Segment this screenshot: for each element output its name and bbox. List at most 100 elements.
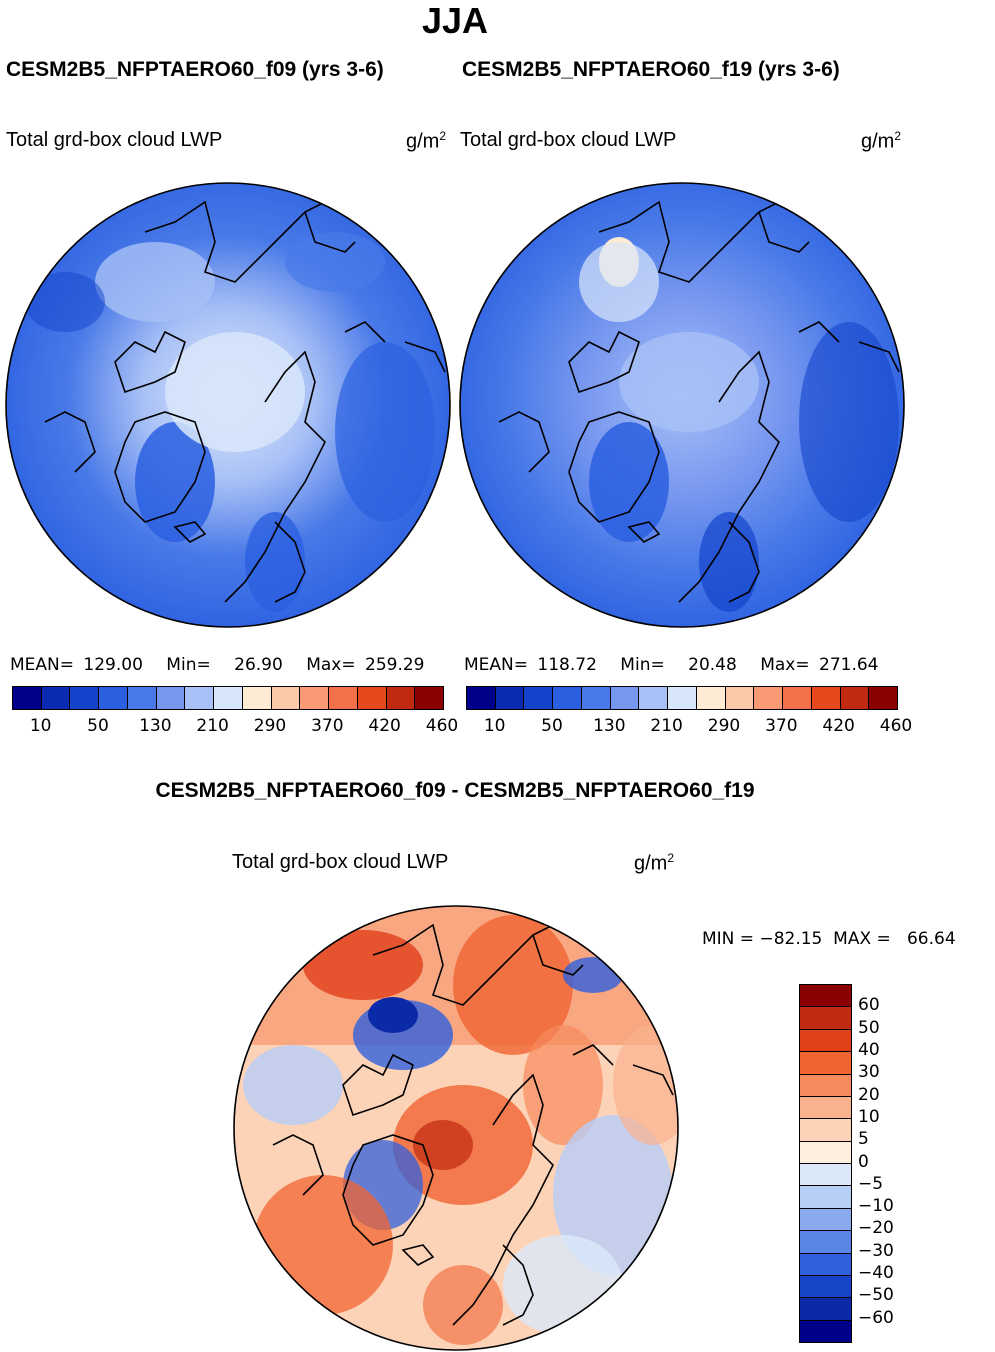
colorbar-diff-swatch: [800, 1141, 851, 1164]
panel-a-max-label: Max=: [306, 655, 356, 675]
diff-units-text: g/m: [634, 852, 668, 875]
colorbar-b-swatch: [754, 687, 784, 709]
colorbar-diff-tick-label: 20: [858, 1084, 880, 1105]
colorbar-diff-tick-label: 5: [858, 1129, 869, 1150]
panel-a-units: g/m2: [406, 129, 446, 154]
colorbar-a-swatch: [70, 687, 100, 709]
panel-b-units: g/m2: [861, 129, 901, 154]
colorbar-a-tick-label: 10: [29, 716, 52, 736]
colorbar-diff-swatch: [800, 1320, 851, 1342]
colorbar-a-swatch: [156, 687, 186, 709]
panel-a-units-text: g/m: [406, 130, 440, 153]
colorbar-a-tick-label: 290: [253, 716, 287, 736]
colorbar-b-swatch: [696, 687, 726, 709]
panel-b-mean-label: MEAN=: [464, 655, 528, 675]
map-a: [5, 182, 451, 628]
colorbar-a-swatch: [357, 687, 387, 709]
colorbar-a: [12, 686, 444, 710]
panel-b-units-sup: 2: [894, 129, 902, 143]
colorbar-b-swatch: [524, 687, 554, 709]
panel-b-min: 20.48: [688, 655, 737, 675]
colorbar-diff-tick-label: 0: [858, 1151, 869, 1172]
colorbar-diff-tick-label: 40: [858, 1039, 880, 1060]
colorbar-diff-swatch: [800, 1119, 851, 1142]
colorbar-diff-tick-label: −10: [858, 1196, 894, 1217]
colorbar-diff-tick-label: −50: [858, 1285, 894, 1306]
diff-units-sup: 2: [667, 851, 675, 865]
colorbar-b-swatch: [467, 687, 496, 709]
colorbar-diff-swatch: [800, 1231, 851, 1254]
colorbar-b-swatch: [869, 687, 898, 709]
colorbar-diff-tick-label: 10: [858, 1106, 880, 1127]
panel-a-stats: MEAN= 129.00 Min= 26.90 Max= 259.29: [10, 655, 424, 675]
panel-a-min: 26.90: [234, 655, 283, 675]
colorbar-diff-swatch: [800, 1029, 851, 1053]
colorbar-b-swatch: [811, 687, 841, 709]
diff-variable: Total grd-box cloud LWP: [232, 851, 449, 873]
case-b-title: CESM2B5_NFPTAERO60_f19 (yrs 3-6): [462, 58, 840, 81]
colorbar-diff-swatch: [800, 1052, 851, 1075]
colorbar-b-swatch: [610, 687, 640, 709]
colorbar-a-swatch: [99, 687, 128, 709]
colorbar-diff-tick-label: −5: [858, 1173, 884, 1194]
colorbar-a-swatch: [214, 687, 243, 709]
colorbar-diff-swatch: [800, 985, 851, 1008]
diff-title: CESM2B5_NFPTAERO60_f09 - CESM2B5_NFPTAER…: [155, 779, 755, 802]
colorbar-b-swatch: [639, 687, 669, 709]
colorbar-a-swatch: [41, 687, 71, 709]
colorbar-diff-tick-label: −30: [858, 1240, 894, 1261]
colorbar-diff-swatch: [800, 1298, 851, 1321]
colorbar-a-swatch: [185, 687, 215, 709]
colorbar-a-swatch: [13, 687, 42, 709]
colorbar-diff-tick-label: 60: [858, 995, 880, 1016]
panel-b-units-text: g/m: [861, 130, 895, 153]
colorbar-a-swatch: [127, 687, 157, 709]
panel-a-units-sup: 2: [439, 129, 447, 143]
colorbar-diff-tick-label: −20: [858, 1218, 894, 1239]
panel-b-variable: Total grd-box cloud LWP: [460, 129, 677, 151]
colorbar-b-swatch: [668, 687, 697, 709]
panel-a-mean: 129.00: [83, 655, 143, 675]
colorbar-diff-swatch: [800, 1164, 851, 1187]
colorbar-b-swatch: [553, 687, 582, 709]
colorbar-a-tick-label: 50: [87, 716, 109, 736]
colorbar-diff: [799, 984, 852, 1343]
colorbar-a-swatch: [242, 687, 272, 709]
colorbar-diff-swatch: [800, 1208, 851, 1232]
panel-a-max: 259.29: [365, 655, 425, 675]
colorbar-diff-swatch: [800, 1007, 851, 1030]
panel-b-max-label: Max=: [760, 655, 810, 675]
colorbar-a-swatch: [386, 687, 416, 709]
colorbar-b-swatch: [725, 687, 755, 709]
colorbar-diff-tick-label: −40: [858, 1263, 894, 1284]
colorbar-diff-swatch: [800, 1275, 851, 1299]
colorbar-b-tick-label: 290: [707, 716, 741, 736]
panel-b-max: 271.64: [819, 655, 879, 675]
colorbar-a-swatch: [271, 687, 301, 709]
colorbar-b: [466, 686, 898, 710]
colorbar-b-ticks: 10 50 130 210 290 370 420 460: [466, 716, 912, 738]
panel-b-stats: MEAN= 118.72 Min= 20.48 Max= 271.64: [464, 655, 878, 675]
colorbar-diff-swatch: [800, 1253, 851, 1276]
case-a-title: CESM2B5_NFPTAERO60_f09 (yrs 3-6): [6, 58, 384, 81]
colorbar-a-swatch: [300, 687, 330, 709]
colorbar-b-tick-label: 370: [765, 716, 798, 736]
colorbar-diff-tick-label: 50: [858, 1017, 880, 1038]
colorbar-diff-tick-label: 30: [858, 1062, 880, 1083]
colorbar-a-tick-label: 370: [311, 716, 344, 736]
colorbar-a-tick-label: 130: [139, 716, 172, 736]
colorbar-a-ticks: 10 50 130 210 290 370 420 460: [12, 716, 458, 738]
colorbar-diff-swatch: [800, 1186, 851, 1209]
colorbar-a-swatch: [329, 687, 358, 709]
panel-a-variable: Total grd-box cloud LWP: [6, 129, 223, 151]
colorbar-b-tick-label: 50: [541, 716, 563, 736]
panel-b-mean: 118.72: [537, 655, 597, 675]
colorbar-diff-swatch: [800, 1074, 851, 1097]
colorbar-b-swatch: [495, 687, 525, 709]
panel-b-min-label: Min=: [620, 655, 665, 675]
colorbar-diff-tick-label: −60: [858, 1307, 894, 1328]
panel-a-min-label: Min=: [166, 655, 211, 675]
colorbar-b-swatch: [840, 687, 870, 709]
map-b: [459, 182, 905, 628]
colorbar-b-tick-label: 210: [650, 716, 683, 736]
